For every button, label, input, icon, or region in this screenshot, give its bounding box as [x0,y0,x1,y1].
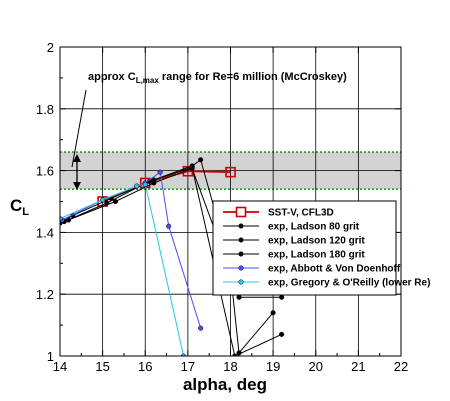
series-3-point-4 [232,353,238,356]
x-tick-label-1: 15 [95,359,109,374]
legend-label-0: SST-V, CFL3D [268,208,334,219]
series-line-5 [60,183,185,356]
series-2-point-6 [270,310,276,316]
series-1-point-7 [279,294,285,300]
y-axis-title: CL [10,196,29,218]
legend-label-2: exp, Ladson 120 grit [268,236,365,247]
series-4-point-4 [166,223,172,229]
x-tick-label-8: 22 [394,359,408,374]
y-tick-label-3: 1.6 [36,164,54,179]
x-tick-label-6: 20 [309,359,323,374]
legend-swatch-marker-2 [238,237,244,243]
legend-swatch-marker-1 [238,223,244,229]
x-tick-label-4: 18 [223,359,237,374]
series-3-point-1 [104,200,110,206]
series-5-point-1 [100,197,106,203]
y-tick-label-1: 1.2 [36,287,54,302]
series-5-point-2 [134,183,140,189]
y-tick-label-4: 1.8 [36,102,54,117]
series-5-point-4 [181,353,187,356]
legend: SST-V, CFL3D exp, Ladson 80 grit exp, Lads… [212,200,430,296]
series-4-point-3 [157,169,163,175]
x-tick-label-5: 19 [266,359,280,374]
legend-swatch-marker-0 [235,206,247,218]
annotation-label: approx CL,max range for Re=6 million (Mc… [88,71,347,85]
legend-label-4: exp, Abbott & Von Doenhoff [268,264,401,275]
y-tick-label-2: 1.4 [36,225,54,240]
series-1-point-6 [236,294,242,300]
series-3 [61,164,285,356]
x-axis-title: alpha, deg [183,375,267,394]
y-tick-label-0: 1 [47,349,54,364]
series-0-point-3 [225,166,236,178]
annotation-text-sub: L,max [136,76,160,85]
series-line-4 [61,171,202,329]
legend-label-5: exp, Gregory & O'Reilly (lower Re) [268,278,430,289]
annotation-text-before: approx C [88,71,136,83]
legend-label-3: exp, Ladson 180 grit [268,250,365,261]
series-3-point-5 [279,331,285,337]
y-axis-title-main: C [10,196,22,215]
y-tick-label-5: 2 [47,40,54,55]
x-tick-label-7: 21 [351,359,365,374]
x-tick-label-0: 14 [53,359,67,374]
series-4-point-5 [198,325,204,331]
annotation-text-after: range for Re=6 million (McCroskey) [159,71,347,83]
axis-ticks: 14 15 16 17 18 19 20 21 22 1 1.2 1.4 1.6 1.8 2 [36,40,408,374]
legend-swatch-marker-3 [238,251,244,257]
legend-swatch-marker-4 [238,265,244,271]
series-5 [60,181,187,356]
series-5-point-3 [142,181,148,188]
legend-swatch-marker-5 [238,279,244,285]
series-line-0 [102,170,231,203]
x-tick-label-2: 16 [138,359,152,374]
series-3-point-3 [189,164,195,171]
legend-label-1: exp, Ladson 80 grit [268,222,360,233]
series-2-point-2 [151,180,157,186]
series-line-3 [64,166,282,356]
y-axis-title-sub: L [22,206,29,218]
series-1-point-5 [198,157,204,163]
x-tick-label-3: 17 [181,359,195,374]
